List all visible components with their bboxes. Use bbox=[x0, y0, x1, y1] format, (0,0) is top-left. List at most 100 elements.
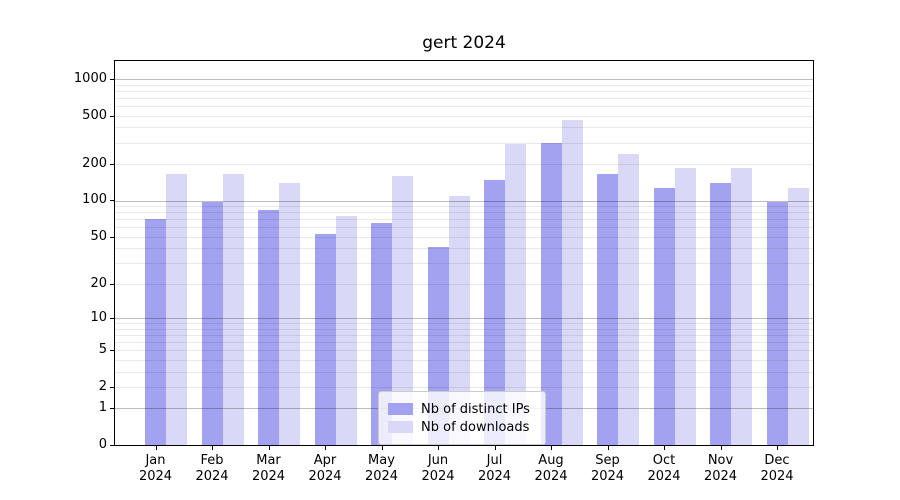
x-tick-label-aug: Aug 2024 bbox=[534, 453, 568, 484]
y-tick-mark bbox=[110, 386, 114, 388]
y-tick-label-1000: 1000 bbox=[73, 70, 107, 86]
y-tick-label-1: 1 bbox=[98, 400, 107, 416]
gridline-9 bbox=[115, 323, 813, 324]
x-tick-mark bbox=[664, 446, 665, 450]
bar-downloads-feb bbox=[222, 174, 244, 445]
bar-distinct-ips-feb bbox=[201, 202, 223, 445]
gridline-900 bbox=[115, 84, 813, 86]
bar-downloads-dec bbox=[787, 187, 809, 445]
gridline-1000 bbox=[115, 78, 813, 80]
x-tick-label-oct: Oct 2024 bbox=[647, 453, 681, 484]
x-tick-label-jul: Jul 2024 bbox=[477, 453, 512, 484]
bar-distinct-ips-sep bbox=[597, 174, 618, 445]
gridline-700 bbox=[115, 97, 813, 99]
gridline-500 bbox=[115, 115, 813, 117]
bar-downloads-mar bbox=[279, 182, 300, 445]
gridline-10 bbox=[115, 318, 813, 319]
bar-distinct-ips-oct bbox=[653, 187, 675, 445]
bar-downloads-jul bbox=[505, 143, 526, 445]
gridline-400 bbox=[115, 127, 813, 129]
x-tick-mark bbox=[381, 446, 383, 450]
y-tick-label-20: 20 bbox=[90, 275, 107, 291]
gridline-8 bbox=[115, 328, 813, 330]
gridline-200 bbox=[115, 164, 813, 165]
gridline-100 bbox=[115, 200, 813, 202]
legend-swatch-downloads bbox=[388, 421, 413, 433]
legend-label-downloads: Nb of downloads bbox=[421, 419, 530, 435]
plot-area: Nb of distinct IPs Nb of downloads bbox=[114, 60, 814, 446]
bar-distinct-ips-jan bbox=[145, 219, 166, 445]
bar-distinct-ips-aug bbox=[540, 142, 562, 445]
bar-downloads-aug bbox=[561, 120, 583, 445]
bar-distinct-ips-nov bbox=[710, 182, 731, 445]
y-tick-mark bbox=[110, 78, 114, 80]
bar-distinct-ips-may bbox=[371, 223, 392, 445]
gridline-6 bbox=[115, 341, 813, 343]
y-tick-label-5: 5 bbox=[98, 342, 107, 358]
bar-distinct-ips-apr bbox=[314, 233, 336, 445]
y-tick-label-2: 2 bbox=[98, 378, 107, 394]
y-tick-mark bbox=[110, 164, 114, 165]
x-tick-mark bbox=[438, 446, 439, 450]
gridline-2 bbox=[115, 386, 813, 388]
gridline-30 bbox=[115, 263, 813, 265]
legend-label-ips: Nb of distinct IPs bbox=[421, 401, 530, 417]
y-tick-mark bbox=[110, 115, 114, 117]
bar-downloads-sep bbox=[618, 154, 639, 445]
x-tick-label-mar: Mar 2024 bbox=[251, 453, 286, 484]
legend-row-downloads: Nb of downloads bbox=[388, 419, 535, 435]
y-tick-label-200: 200 bbox=[82, 156, 107, 171]
x-tick-mark bbox=[212, 446, 213, 450]
legend-row-ips: Nb of distinct IPs bbox=[388, 401, 535, 417]
gridline-7 bbox=[115, 334, 813, 336]
gridline-5 bbox=[115, 350, 813, 352]
bar-downloads-jun bbox=[448, 195, 470, 445]
y-tick-mark bbox=[110, 200, 114, 202]
y-tick-mark bbox=[110, 408, 114, 410]
gridline-80 bbox=[115, 212, 813, 214]
bar-distinct-ips-jul bbox=[484, 179, 505, 445]
gridline-60 bbox=[115, 227, 813, 229]
y-tick-mark bbox=[110, 445, 114, 446]
y-tick-label-500: 500 bbox=[82, 107, 107, 123]
bar-downloads-may bbox=[392, 175, 413, 445]
y-tick-label-0: 0 bbox=[98, 437, 107, 452]
x-tick-label-apr: Apr 2024 bbox=[308, 453, 342, 484]
x-tick-mark bbox=[720, 446, 722, 450]
y-tick-mark bbox=[110, 236, 114, 238]
x-tick-mark bbox=[494, 446, 496, 450]
gridline-4 bbox=[115, 359, 813, 361]
x-tick-label-feb: Feb 2024 bbox=[195, 453, 229, 484]
gridline-90 bbox=[115, 206, 813, 207]
y-tick-mark bbox=[110, 317, 114, 319]
gridline-40 bbox=[115, 248, 813, 250]
gridline-600 bbox=[115, 106, 813, 107]
x-tick-mark bbox=[155, 446, 157, 450]
bar-distinct-ips-mar bbox=[258, 210, 279, 445]
y-tick-label-50: 50 bbox=[90, 228, 107, 244]
bar-downloads-nov bbox=[731, 167, 752, 445]
bar-downloads-oct bbox=[674, 167, 696, 445]
bar-downloads-apr bbox=[335, 216, 357, 445]
x-tick-mark bbox=[325, 446, 326, 450]
x-tick-label-dec: Dec 2024 bbox=[760, 453, 794, 484]
x-tick-mark bbox=[607, 446, 609, 450]
x-tick-label-sep: Sep 2024 bbox=[590, 453, 625, 484]
chart-title: gert 2024 bbox=[422, 33, 506, 53]
y-tick-label-10: 10 bbox=[90, 309, 107, 325]
gridline-70 bbox=[115, 219, 813, 221]
x-tick-label-may: May 2024 bbox=[364, 453, 399, 484]
gridline-300 bbox=[115, 142, 813, 144]
bar-downloads-jan bbox=[166, 174, 187, 445]
x-tick-label-nov: Nov 2024 bbox=[703, 453, 738, 484]
x-tick-mark bbox=[551, 446, 552, 450]
gridline-20 bbox=[115, 283, 813, 285]
y-tick-mark bbox=[110, 350, 114, 352]
bar-distinct-ips-dec bbox=[766, 201, 788, 445]
x-tick-mark bbox=[777, 446, 778, 450]
x-tick-label-jan: Jan 2024 bbox=[138, 453, 173, 484]
gridline-3 bbox=[115, 371, 813, 373]
legend-swatch-ips bbox=[388, 403, 413, 415]
x-tick-label-jun: Jun 2024 bbox=[421, 453, 455, 484]
